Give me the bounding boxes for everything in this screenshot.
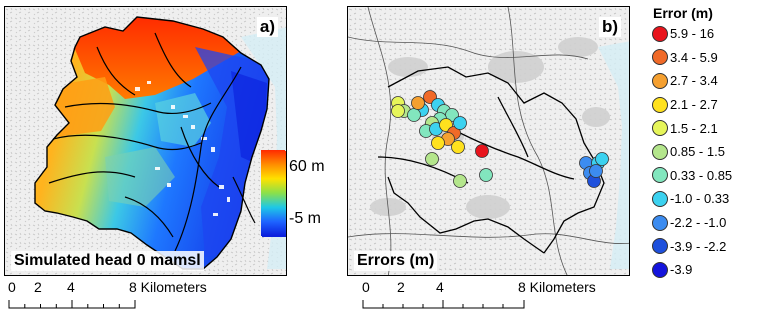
colorbar-min-text: -5 m [287,210,323,228]
scale-b-tick-8: 8 Kilometers [518,279,596,295]
error-point-marker [407,108,421,122]
legend-item: 0.85 - 1.5 [652,140,766,164]
error-point-marker [451,140,465,154]
scale-b-tick-4: 4 [436,279,444,295]
legend-item: 2.7 - 3.4 [652,69,766,93]
panel-b-letter: b) [598,17,621,37]
legend-label: -3.9 [670,262,693,278]
legend-swatch-icon [652,25,668,42]
legend-label: 2.1 - 2.7 [670,97,718,113]
legend-swatch-icon [652,238,668,255]
legend-label: 0.33 - 0.85 [670,167,733,183]
legend-swatch-icon [652,214,668,231]
legend-swatch-icon [652,261,668,278]
legend-item: 2.1 - 2.7 [652,93,766,117]
legend-swatch-icon [652,190,668,207]
legend-item: 5.9 - 16 [652,22,766,46]
legend-swatch-icon [652,120,668,137]
catchment-outline [377,66,605,254]
legend-item: 1.5 - 2.1 [652,116,766,140]
panel-b-caption: Errors (m) [354,251,438,271]
legend-swatch-icon [652,143,668,160]
scale-b-tick-0: 0 [362,279,370,295]
scale-a-tick-8: 8 Kilometers [129,279,207,295]
legend-label: 1.5 - 2.1 [670,120,718,136]
errors-map-graphic [348,7,629,275]
legend-label: 2.7 - 3.4 [670,73,718,89]
head-map-graphic [5,7,286,275]
legend-label: -3.9 - -2.2 [670,238,727,254]
roads [348,7,629,275]
legend-item: -3.9 [652,258,766,282]
legend-swatch-icon [652,49,668,66]
scale-b-bar [362,300,525,309]
error-point-marker [479,168,493,182]
error-point-marker [425,152,439,166]
scale-a-tick-2: 2 [34,279,42,295]
error-point-marker [411,96,425,110]
panel-a-letter: a) [256,17,278,37]
legend-swatch-icon [652,96,668,113]
head-colorbar-visible [261,150,285,236]
error-point-marker [475,144,489,158]
legend-item: -2.2 - -1.0 [652,211,766,235]
scale-a-tick-0: 0 [8,279,16,295]
error-point-marker [391,104,405,118]
error-point-marker [453,116,467,130]
scale-a-tick-4: 4 [67,279,75,295]
error-point-marker [453,174,467,188]
colorbar-max-text: 60 m [287,158,327,176]
error-legend: Error (m) 5.9 - 16 3.4 - 5.9 2.7 - 3.4 2.1 … [652,4,766,282]
error-point-marker [589,164,603,178]
error-point-marker [595,152,609,166]
legend-item: 0.33 - 0.85 [652,164,766,188]
legend-label: 3.4 - 5.9 [670,49,718,65]
errors-map: b) Errors (m) [347,6,630,276]
error-point-marker [431,136,445,150]
scale-a-bar [8,300,136,309]
error-points [391,90,609,188]
legend-label: -1.0 - 0.33 [670,191,730,207]
legend-label: -2.2 - -1.0 [670,215,727,231]
legend-label: 0.85 - 1.5 [670,144,725,160]
scale-b-tick-2: 2 [397,279,405,295]
legend-item: -1.0 - 0.33 [652,187,766,211]
legend-title: Error (m) [653,5,713,21]
legend-label: 5.9 - 16 [670,26,715,42]
legend-items: 5.9 - 16 3.4 - 5.9 2.7 - 3.4 2.1 - 2.7 1.5 -… [652,22,766,282]
legend-swatch-icon [652,167,668,184]
legend-swatch-icon [652,72,668,89]
streams [48,32,256,252]
legend-item: -3.9 - -2.2 [652,234,766,258]
simulated-head-map: a) 60 m -5 m Simulated head 0 mamsl [4,6,287,276]
panel-a-caption: Simulated head 0 mamsl [11,251,204,271]
legend-item: 3.4 - 5.9 [652,46,766,70]
